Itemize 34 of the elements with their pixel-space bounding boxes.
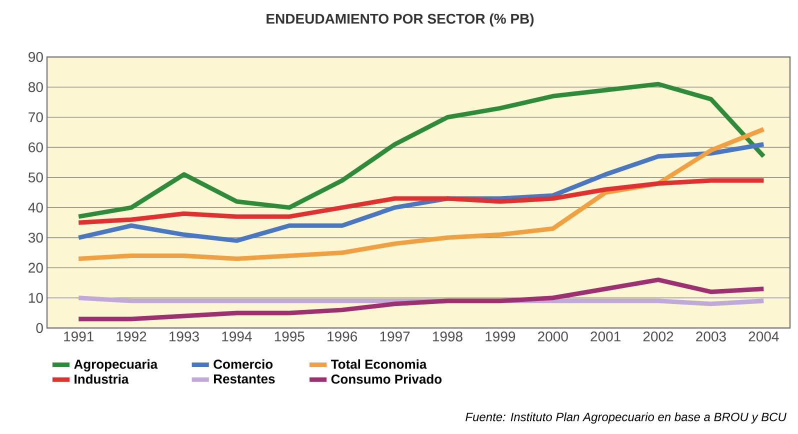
legend-label: Restantes — [214, 374, 275, 384]
x-tick-label: 1996 — [328, 332, 358, 342]
x-tick-label: 1991 — [64, 332, 94, 342]
y-tick-label: 50 — [28, 172, 43, 182]
legend-label: Industria — [74, 374, 129, 384]
source-note: Fuente: Instituto Plan Agropecuario en base a BROU y BCU — [466, 412, 786, 424]
line-series — [76, 82, 766, 219]
legend-label: Comercio — [214, 359, 273, 369]
y-tick-label: 20 — [28, 262, 43, 273]
y-tick-label: 30 — [28, 232, 43, 243]
y-tick-label: 0 — [36, 323, 43, 333]
x-tick-label: 1995 — [274, 332, 304, 342]
legend-label: Total Economia — [330, 359, 427, 369]
x-tick-label: 1999 — [486, 332, 516, 342]
x-tick-label: 2001 — [590, 332, 620, 342]
x-tick-label: 2002 — [643, 332, 674, 342]
x-tick-label: 2003 — [696, 332, 726, 342]
y-tick-label: 10 — [28, 292, 43, 303]
y-tick-label: 80 — [28, 82, 43, 92]
x-tick-label: 1992 — [116, 332, 146, 342]
y-tick-label: 70 — [28, 112, 43, 122]
legend-label: Agropecuaria — [74, 359, 158, 372]
x-tick-label: 1997 — [380, 332, 410, 342]
chart-title: ENDEUDAMIENTO POR SECTOR (% PB) — [266, 13, 534, 27]
y-tick-label: 60 — [28, 142, 43, 152]
legend-label: Consumo Privado — [331, 374, 442, 384]
y-tick-label: 40 — [28, 202, 43, 213]
line-series — [76, 142, 766, 243]
x-tick-label: 1998 — [432, 332, 462, 342]
x-tick-label: 2000 — [538, 332, 568, 342]
x-tick-label: 1993 — [170, 332, 199, 342]
x-tick-label: 1994 — [222, 332, 252, 342]
x-tick-label: 2004 — [748, 332, 779, 342]
y-tick-label: 90 — [28, 52, 43, 62]
